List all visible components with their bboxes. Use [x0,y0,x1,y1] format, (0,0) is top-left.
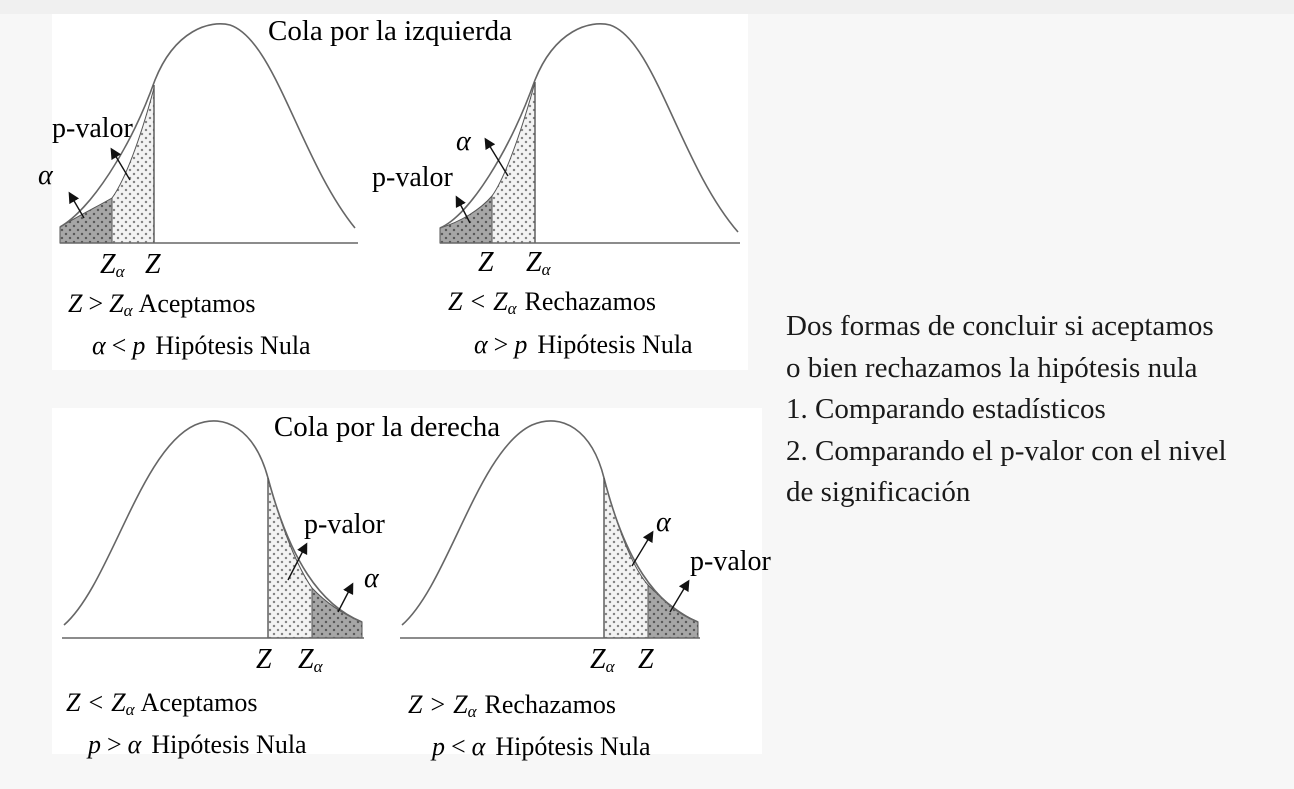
top-bar [0,0,1294,14]
z-alpha-tick-label: Zα [590,644,616,676]
p-value-arrow [455,195,471,224]
left-tail-title: Cola por la izquierda [268,15,512,47]
alpha-region [311,586,363,639]
normal-curve [439,23,739,233]
p-value-label: p-valor [372,162,454,193]
p-value-label: p-valor [52,113,134,144]
alpha-label: α [656,507,672,538]
conclusion-notes: Dos formas de concluir si aceptamos o bi… [786,306,1286,514]
alpha-region [491,81,536,244]
alpha-arrow [484,137,509,177]
normal-curve [59,23,356,229]
decision-line-1: Z > Zα Rechazamos [408,690,616,721]
decision-line-2: α < p Hipótesis Nula [92,331,311,360]
p-value-region [111,87,155,244]
left-tail-accept-graph: α p-valor Zα Z Z > Zα Aceptamos α < p Hipótesi… [38,23,358,360]
right-tail-accept-graph: p-valor α Z Zα Z < Zα Aceptamos p > α Hipótesi… [62,420,386,759]
notes-line: 1. Comparando estadísticos [786,393,1106,425]
right-tail-title: Cola por la derecha [274,411,500,443]
alpha-label: α [456,126,472,157]
z-tick-label: Z [256,644,272,675]
alpha-arrow [337,582,354,613]
right-tail-diagram: Cola por la derecha p-valor α Z Zα Z < Zα A… [62,411,772,761]
right-tail-reject-graph: α p-valor Zα Z Z > Zα Rechazamos p < α Hipótes… [400,420,772,761]
notes-line: Dos formas de concluir si aceptamos [786,310,1214,342]
z-alpha-tick-label: Zα [526,247,552,279]
decision-line-2: p > α Hipótesis Nula [86,730,307,759]
notes-line: o bien rechazamos la hipótesis nula [786,351,1198,384]
z-alpha-tick-label: Zα [100,249,126,281]
decision-line-1: Z > Zα Aceptamos [68,289,256,320]
decision-line-2: p < α Hipótesis Nula [430,732,651,761]
decision-line-2: α > p Hipótesis Nula [474,330,693,359]
p-value-arrow [110,147,131,181]
left-tail-diagram: Cola por la izquierda α p-valor Zα Z Z > Z… [38,15,740,360]
z-tick-label: Z [478,247,494,278]
z-tick-label: Z [638,644,654,675]
p-value-arrow [287,542,308,581]
p-value-region [439,194,493,244]
normal-curve [401,420,699,626]
left-tail-panel: Cola por la izquierda α p-valor Zα Z Z > Z… [38,14,748,370]
left-tail-reject-graph: α p-valor Z Zα Z < Zα Rechazamos α > p Hipótes… [372,23,740,359]
alpha-arrow [631,530,654,567]
alpha-label: α [38,160,54,191]
normal-curve [63,420,363,626]
p-value-label: p-valor [690,546,772,577]
alpha-arrow [68,191,85,219]
notes-line: de significación [786,476,971,508]
p-value-arrow [669,579,690,613]
z-alpha-tick-label: Zα [298,644,324,676]
decision-line-1: Z < Zα Aceptamos [66,688,258,719]
notes-line: 2. Comparando el p-valor con el nivel [786,434,1227,467]
decision-line-1: Z < Zα Rechazamos [448,287,656,318]
p-value-label: p-valor [304,509,386,540]
p-value-region [647,583,699,639]
right-tail-panel: Cola por la derecha p-valor α Z Zα Z < Zα A… [52,408,772,761]
z-tick-label: Z [145,249,161,280]
alpha-label: α [364,563,380,594]
